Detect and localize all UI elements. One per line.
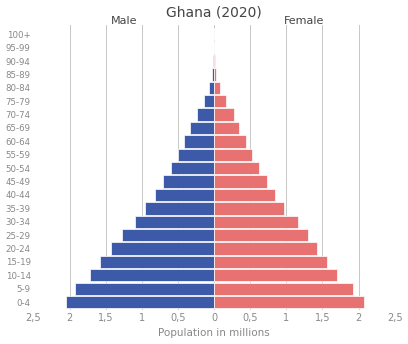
Bar: [145, 202, 214, 215]
Bar: [214, 269, 337, 281]
Bar: [214, 282, 353, 295]
Bar: [66, 296, 214, 308]
Bar: [171, 162, 214, 174]
Bar: [111, 243, 214, 255]
Bar: [214, 202, 284, 215]
Bar: [214, 243, 317, 255]
Bar: [213, 55, 214, 67]
Bar: [212, 68, 214, 80]
Bar: [204, 95, 214, 107]
Bar: [214, 122, 239, 134]
Bar: [214, 229, 308, 241]
Bar: [135, 216, 214, 228]
Bar: [184, 135, 214, 148]
Bar: [214, 135, 246, 148]
Bar: [100, 256, 214, 268]
Bar: [178, 149, 214, 161]
Bar: [214, 175, 267, 188]
Text: Male: Male: [111, 15, 137, 25]
Title: Ghana (2020): Ghana (2020): [166, 6, 262, 20]
Bar: [90, 269, 214, 281]
Bar: [190, 122, 214, 134]
Bar: [209, 82, 214, 94]
Bar: [214, 108, 233, 121]
Bar: [214, 216, 298, 228]
Bar: [214, 296, 364, 308]
Bar: [214, 256, 328, 268]
Bar: [214, 95, 226, 107]
Bar: [214, 149, 252, 161]
Bar: [214, 162, 259, 174]
Bar: [75, 282, 214, 295]
Bar: [164, 175, 214, 188]
Bar: [214, 82, 220, 94]
Bar: [155, 189, 214, 201]
Text: Female: Female: [284, 15, 324, 25]
X-axis label: Population in millions: Population in millions: [158, 329, 270, 338]
Bar: [197, 108, 214, 121]
Bar: [122, 229, 214, 241]
Bar: [214, 68, 216, 80]
Bar: [214, 189, 275, 201]
Bar: [214, 55, 215, 67]
